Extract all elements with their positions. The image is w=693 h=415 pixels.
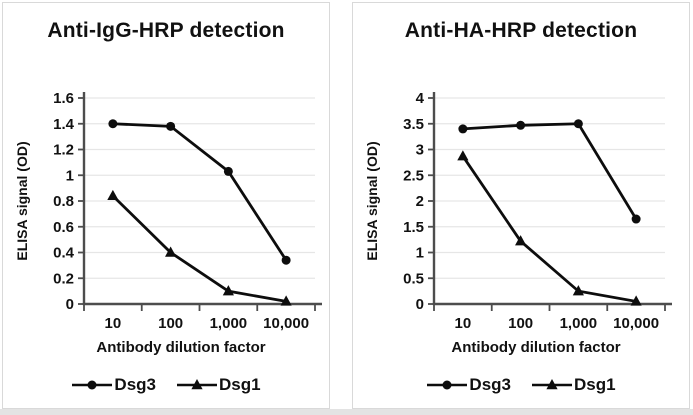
chart-panel-anti-ha: Anti-HA-HRP detection ELISA signal (OD) …	[352, 2, 690, 409]
svg-text:1,000: 1,000	[560, 315, 598, 332]
svg-text:0.8: 0.8	[53, 193, 74, 210]
svg-text:100: 100	[158, 315, 183, 332]
line-chart-plot: 0 0.2 0.4 0.6 0.8 1 1.2 1.4 1.6 10 100 1,000 10,000	[53, 90, 322, 332]
svg-text:0: 0	[416, 296, 424, 313]
triangle-marker-icon	[177, 379, 217, 390]
svg-text:1: 1	[66, 167, 74, 184]
svg-text:1,000: 1,000	[210, 315, 248, 332]
legend-item-dsg1: Dsg1	[176, 375, 261, 395]
circle-marker-icon	[427, 380, 468, 390]
svg-text:1.4: 1.4	[53, 116, 75, 133]
svg-text:2: 2	[416, 193, 424, 210]
legend-label: Dsg3	[114, 375, 156, 394]
x-axis-label: Antibody dilution factor	[96, 339, 266, 356]
x-axis-label: Antibody dilution factor	[451, 339, 621, 356]
page-bottom-strip	[0, 409, 693, 415]
svg-text:1.5: 1.5	[403, 219, 424, 236]
chart-title: Anti-HA-HRP detection	[404, 19, 638, 42]
svg-text:1.6: 1.6	[53, 90, 74, 107]
chart-legend: Dsg3 Dsg1	[353, 375, 689, 395]
chart-legend: Dsg3 Dsg1	[3, 375, 329, 395]
svg-text:0: 0	[66, 296, 74, 313]
svg-text:100: 100	[508, 315, 533, 332]
svg-text:0.4: 0.4	[53, 245, 75, 262]
legend-item-dsg1: Dsg1	[531, 375, 616, 395]
svg-text:3.5: 3.5	[403, 116, 424, 133]
legend-item-dsg3: Dsg3	[71, 375, 156, 395]
svg-text:3: 3	[416, 142, 424, 159]
chart-panel-anti-igg: Anti-IgG-HRP detection ELISA signal (OD)…	[2, 2, 330, 409]
triangle-marker-icon	[532, 379, 572, 390]
svg-text:0.2: 0.2	[53, 270, 74, 287]
svg-text:0.6: 0.6	[53, 219, 74, 236]
svg-text:0.5: 0.5	[403, 270, 424, 287]
svg-text:4: 4	[416, 90, 425, 107]
legend-label: Dsg1	[219, 375, 261, 394]
svg-text:10: 10	[105, 315, 122, 332]
chart-title: Anti-IgG-HRP detection	[47, 19, 285, 42]
legend-item-dsg3: Dsg3	[426, 375, 511, 395]
circle-marker-icon	[72, 380, 113, 390]
svg-text:2.5: 2.5	[403, 167, 424, 184]
svg-text:1.2: 1.2	[53, 142, 74, 159]
svg-text:10,000: 10,000	[613, 315, 659, 332]
svg-text:10,000: 10,000	[263, 315, 309, 332]
svg-text:10: 10	[455, 315, 472, 332]
legend-label: Dsg1	[574, 375, 616, 394]
line-chart-plot: 0 0.5 1 1.5 2 2.5 3 3.5 4 10 100 1,000 10,000	[403, 90, 672, 332]
svg-text:1: 1	[416, 245, 424, 262]
legend-label: Dsg3	[469, 375, 511, 394]
